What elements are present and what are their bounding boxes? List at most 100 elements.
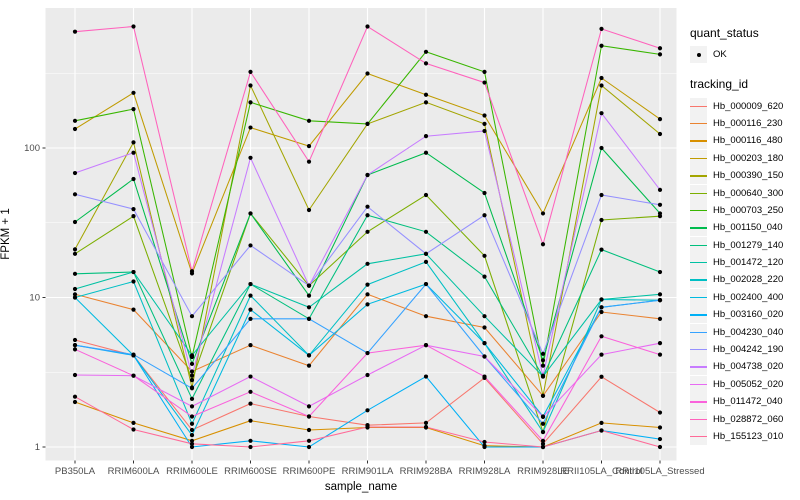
legend-key-swatch — [690, 167, 707, 185]
data-point — [131, 307, 136, 312]
legend-item-Hb_000116_230: Hb_000116_230 — [690, 114, 798, 132]
data-point — [365, 229, 370, 234]
y-tick-label: 10 — [29, 293, 40, 304]
legend-item-Hb_000009_620: Hb_000009_620 — [690, 97, 798, 115]
legend-item-Hb_003160_020: Hb_003160_020 — [690, 306, 798, 324]
quant-status-label: OK — [713, 49, 727, 61]
legend-item-label: Hb_001150_040 — [713, 222, 783, 234]
data-point — [248, 243, 253, 248]
data-point — [306, 444, 312, 450]
data-point — [189, 353, 195, 358]
data-point — [482, 213, 487, 218]
legend-item-Hb_000390_150: Hb_000390_150 — [690, 167, 798, 185]
data-point — [131, 24, 136, 29]
data-point — [131, 269, 136, 275]
data-point — [540, 242, 546, 247]
data-point — [599, 428, 604, 433]
ok-point-icon — [696, 52, 701, 57]
data-point — [423, 374, 429, 379]
legend-item-label: Hb_002028_220 — [713, 274, 784, 286]
x-tick-label: RRIM901LA — [342, 466, 394, 477]
legend-item-Hb_005052_020: Hb_005052_020 — [690, 375, 798, 393]
data-point — [72, 347, 78, 352]
data-point — [248, 155, 253, 160]
legend-line-icon — [690, 401, 707, 403]
legend-item-Hb_004738_020: Hb_004738_020 — [690, 358, 798, 376]
data-point — [657, 131, 663, 137]
data-point — [599, 26, 604, 32]
legend-item-label: Hb_000203_180 — [713, 152, 784, 164]
data-point — [657, 52, 663, 57]
x-tick-label: RRIM928LE — [517, 466, 569, 477]
legend-line-icon — [690, 122, 707, 125]
legend-item-Hb_000116_480: Hb_000116_480 — [690, 132, 798, 150]
data-point — [248, 316, 253, 321]
data-point — [72, 343, 78, 348]
data-point — [540, 351, 546, 356]
data-point — [189, 404, 195, 409]
tracking-id-legend-items: Hb_000009_620 Hb_000116_230 Hb_000116_480 H… — [690, 97, 798, 445]
legend-item-label: Hb_005052_020 — [713, 378, 784, 390]
legend-line-icon — [690, 244, 707, 247]
data-point — [306, 305, 312, 310]
data-point — [248, 100, 253, 105]
data-point — [599, 43, 604, 48]
data-point — [72, 394, 78, 399]
legend-item-Hb_028872_060: Hb_028872_060 — [690, 410, 798, 428]
data-point — [599, 83, 604, 88]
data-point — [72, 118, 78, 123]
data-point — [657, 117, 663, 122]
legend-item-label: Hb_000640_300 — [713, 187, 784, 199]
legend-item-label: Hb_000116_480 — [713, 135, 783, 147]
legend-key-swatch — [690, 428, 707, 445]
data-point — [599, 334, 604, 339]
data-point — [423, 100, 429, 105]
data-point — [540, 441, 546, 446]
data-point — [657, 410, 663, 415]
data-point — [306, 404, 312, 409]
data-point — [248, 69, 253, 74]
y-tick-label: 100 — [24, 143, 40, 154]
data-point — [482, 80, 487, 85]
data-point — [540, 421, 546, 426]
quant-status-legend-item: OK — [690, 46, 798, 64]
data-point — [423, 281, 429, 287]
legend-item-label: Hb_001472_120 — [713, 257, 784, 269]
data-point — [482, 128, 487, 134]
data-point — [482, 69, 487, 74]
legend-item-label: Hb_004738_020 — [713, 361, 784, 373]
data-point — [365, 204, 370, 209]
data-point — [365, 424, 370, 430]
legend-key-swatch — [690, 341, 707, 359]
data-point — [306, 207, 312, 213]
data-point — [423, 150, 429, 155]
data-point — [482, 374, 487, 379]
data-point — [189, 314, 195, 319]
data-point — [306, 316, 312, 321]
data-point — [482, 325, 487, 330]
data-point — [189, 386, 195, 391]
data-point — [482, 444, 487, 450]
data-point — [599, 420, 604, 425]
data-point — [423, 343, 429, 348]
data-point — [599, 111, 604, 116]
legend-key-swatch — [690, 271, 707, 289]
data-point — [365, 372, 370, 378]
legend-line-icon — [690, 331, 707, 334]
data-point — [599, 374, 604, 379]
legend-line-icon — [690, 140, 707, 142]
data-point — [657, 187, 663, 192]
legend-key-swatch — [690, 288, 707, 306]
data-point — [248, 343, 253, 348]
data-point — [248, 389, 253, 394]
legend-item-Hb_002028_220: Hb_002028_220 — [690, 271, 798, 289]
x-tick-label: RRIM600PE — [283, 466, 336, 477]
data-point — [248, 125, 253, 130]
legend-item-label: Hb_004242_190 — [713, 344, 784, 356]
data-point — [72, 170, 78, 176]
legend-line-icon — [690, 227, 707, 229]
legend-key-swatch — [690, 97, 707, 115]
data-point — [657, 211, 663, 216]
data-point — [599, 192, 604, 198]
x-tick-label: RRIM600LE — [166, 466, 218, 477]
